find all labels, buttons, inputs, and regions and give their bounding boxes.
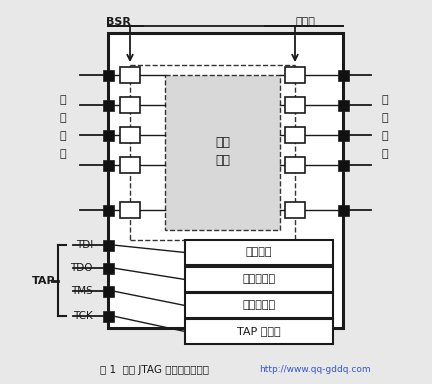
Bar	[120, 202, 140, 218]
Text: 指令寄存器: 指令寄存器	[242, 301, 276, 311]
Bar	[337, 205, 349, 215]
Text: 旁路寄存器: 旁路寄存器	[242, 275, 276, 285]
Bar	[120, 127, 140, 143]
Text: 器件识别: 器件识别	[246, 248, 272, 258]
Text: http://www.qq-gddq.com: http://www.qq-gddq.com	[259, 366, 371, 374]
Text: 扫描链: 扫描链	[295, 17, 315, 27]
Text: 入: 入	[60, 113, 67, 123]
Text: 输: 输	[382, 95, 388, 105]
Bar	[337, 99, 349, 111]
Text: 内核: 内核	[215, 154, 230, 167]
Bar	[285, 202, 305, 218]
Text: 图 1  支持 JTAG 标准的芯片结构: 图 1 支持 JTAG 标准的芯片结构	[101, 365, 210, 375]
Bar	[108, 33, 343, 328]
Bar	[120, 97, 140, 113]
Text: TDI: TDI	[76, 240, 93, 250]
Bar	[337, 129, 349, 141]
Bar	[102, 99, 114, 111]
Bar	[185, 319, 333, 344]
Bar	[185, 293, 333, 318]
Bar	[102, 205, 114, 215]
Bar	[285, 157, 305, 173]
Bar	[102, 240, 114, 250]
Bar	[185, 267, 333, 292]
Bar	[285, 67, 305, 83]
Text: BSR: BSR	[105, 17, 130, 27]
Text: 脚: 脚	[60, 149, 67, 159]
Bar	[285, 97, 305, 113]
Bar	[165, 75, 280, 230]
Bar	[337, 159, 349, 170]
Text: TMS: TMS	[71, 286, 93, 296]
Bar	[102, 285, 114, 296]
Text: TAP: TAP	[32, 275, 56, 285]
Text: TCK: TCK	[73, 311, 93, 321]
Text: 引: 引	[382, 131, 388, 141]
Bar	[185, 240, 333, 265]
Bar	[102, 70, 114, 81]
Bar	[102, 263, 114, 273]
Text: TDO: TDO	[70, 263, 93, 273]
Text: 芯片: 芯片	[215, 136, 230, 149]
Bar	[337, 70, 349, 81]
Bar	[102, 311, 114, 321]
Text: TAP 控制器: TAP 控制器	[237, 326, 281, 336]
Text: 输: 输	[60, 95, 67, 105]
Bar	[102, 159, 114, 170]
Text: 引: 引	[60, 131, 67, 141]
Bar	[102, 129, 114, 141]
Text: 脚: 脚	[382, 149, 388, 159]
Bar	[120, 157, 140, 173]
Bar	[285, 127, 305, 143]
Text: 出: 出	[382, 113, 388, 123]
Bar	[120, 67, 140, 83]
